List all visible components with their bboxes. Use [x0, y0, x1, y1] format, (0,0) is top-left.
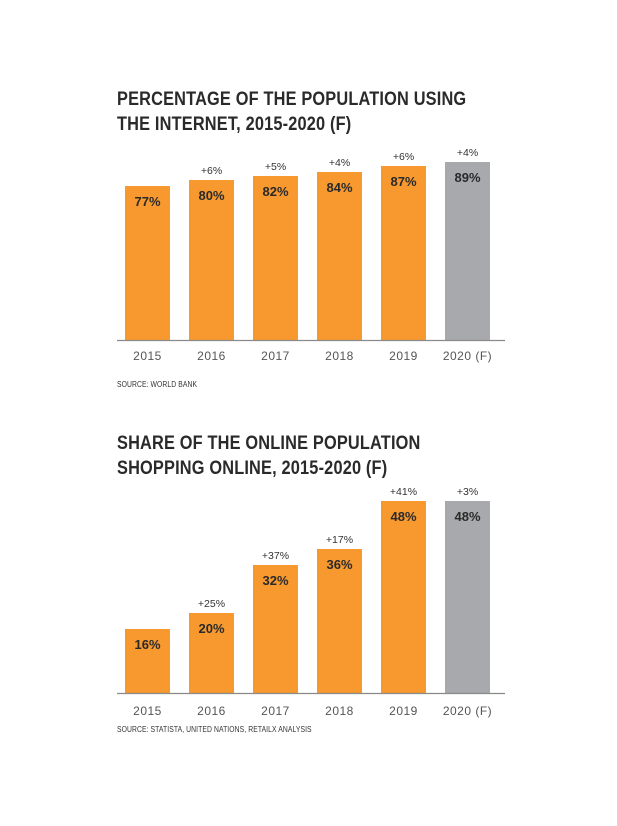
chart-source: SOURCE: WORLD BANK — [117, 380, 198, 389]
x-tick-label: 2018 — [325, 704, 354, 718]
value-label: 20% — [198, 621, 224, 636]
value-label: 82% — [262, 184, 288, 199]
change-label: +4% — [457, 147, 478, 159]
x-tick-label: 2016 — [197, 704, 226, 718]
chart-source: SOURCE: STATISTA, UNITED NATIONS, RETAIL… — [117, 725, 312, 734]
x-tick-label: 2020 (F) — [443, 349, 492, 363]
change-label: +5% — [265, 161, 286, 173]
x-tick-label: 2016 — [197, 349, 226, 363]
value-label: 32% — [262, 573, 288, 588]
bar-2015 — [125, 186, 170, 340]
x-tick-label: 2015 — [133, 349, 162, 363]
change-label: +41% — [390, 486, 417, 498]
x-tick-label: 2015 — [133, 704, 162, 718]
bar-2015 — [125, 629, 170, 693]
chart-title-line1: PERCENTAGE OF THE POPULATION USING — [117, 89, 467, 110]
value-label: 16% — [134, 637, 160, 652]
bar-2019 — [381, 501, 426, 693]
value-label: 89% — [454, 170, 480, 185]
value-label: 77% — [134, 194, 160, 209]
value-label: 80% — [198, 188, 224, 203]
bar-2019 — [381, 166, 426, 340]
change-label: +17% — [326, 534, 353, 546]
x-tick-label: 2017 — [261, 704, 290, 718]
x-tick-label: 2018 — [325, 349, 354, 363]
bar-2016 — [189, 613, 234, 693]
bar-2018 — [317, 172, 362, 340]
change-label: +6% — [393, 151, 414, 163]
x-tick-label: 2020 (F) — [443, 704, 492, 718]
x-tick-label: 2019 — [389, 704, 418, 718]
chart-title-line1: SHARE OF THE ONLINE POPULATION — [117, 433, 421, 454]
change-label: +37% — [262, 550, 289, 562]
bar-2020 (F) — [445, 501, 490, 693]
value-label: 36% — [326, 557, 352, 572]
bar-2016 — [189, 180, 234, 340]
change-label: +25% — [198, 598, 225, 610]
chart-title-line2: THE INTERNET, 2015-2020 (F) — [117, 114, 352, 135]
value-label: 84% — [326, 180, 352, 195]
value-label: 48% — [454, 509, 480, 524]
bar-2017 — [253, 176, 298, 340]
bar-2020 (F) — [445, 162, 490, 340]
chart-title-line2: SHOPPING ONLINE, 2015-2020 (F) — [117, 458, 388, 479]
bar-2018 — [317, 549, 362, 693]
change-label: +3% — [457, 486, 478, 498]
x-tick-label: 2017 — [261, 349, 290, 363]
value-label: 87% — [390, 174, 416, 189]
x-tick-label: 2019 — [389, 349, 418, 363]
value-label: 48% — [390, 509, 416, 524]
bar-2017 — [253, 565, 298, 693]
change-label: +4% — [329, 157, 350, 169]
change-label: +6% — [201, 165, 222, 177]
